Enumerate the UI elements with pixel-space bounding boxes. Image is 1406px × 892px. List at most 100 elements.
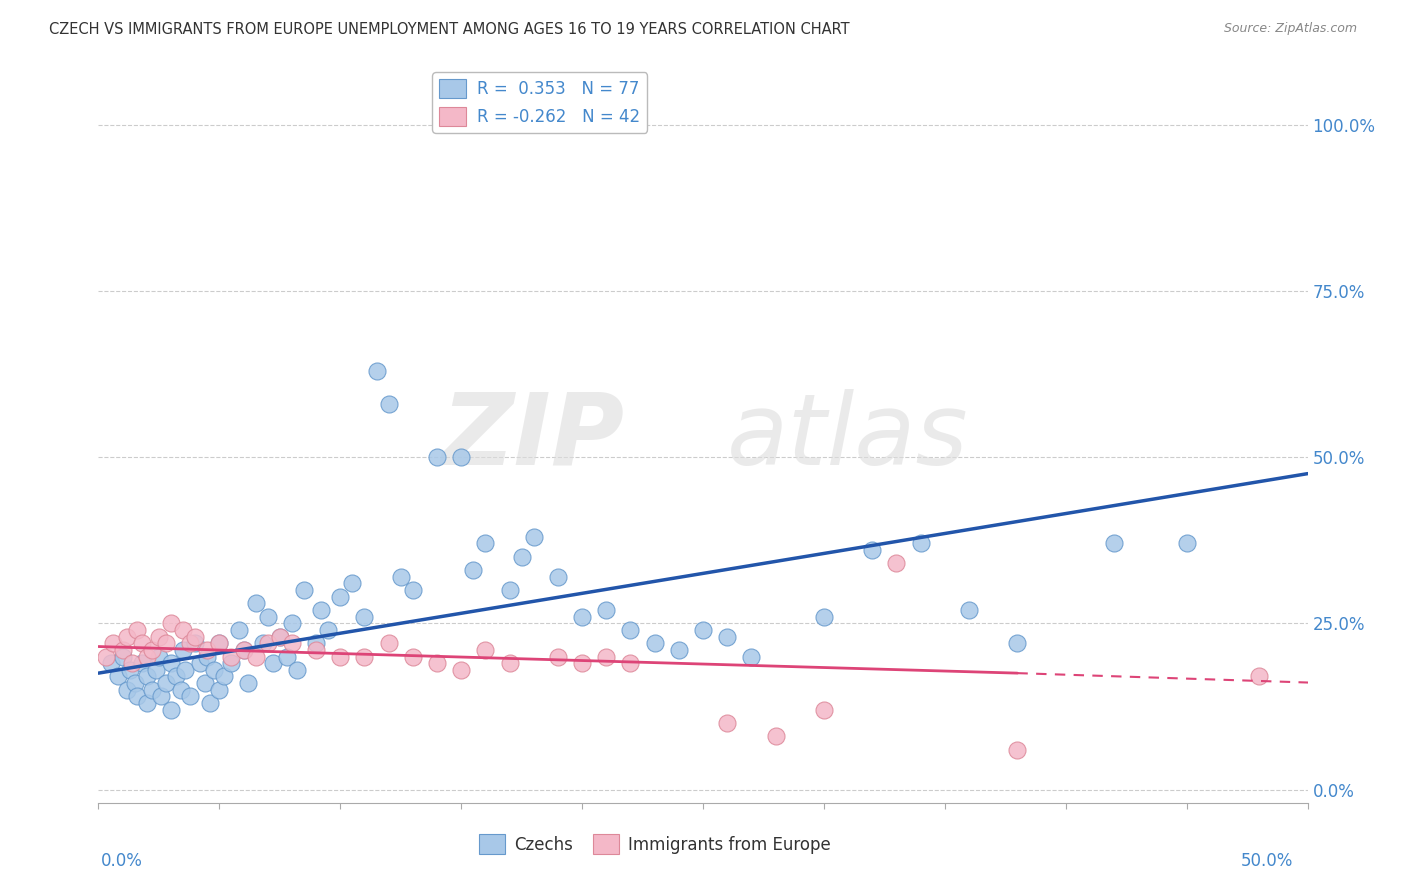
Point (184, 636, 207, 650)
Point (172, 623, 194, 637)
Point (329, 649, 352, 664)
Point (195, 643, 218, 657)
Point (474, 643, 496, 657)
Point (716, 630, 738, 644)
Point (118, 663, 141, 677)
Point (474, 536, 496, 550)
Point (269, 630, 291, 644)
Point (523, 530, 546, 544)
Point (198, 696, 221, 710)
Point (262, 656, 284, 670)
Point (155, 636, 177, 650)
Point (117, 630, 139, 644)
Point (813, 609, 835, 624)
Point (389, 570, 412, 584)
Point (252, 636, 274, 650)
Point (619, 623, 641, 637)
Point (692, 623, 714, 637)
Point (305, 636, 328, 650)
Point (256, 636, 278, 650)
Point (141, 682, 163, 697)
Point (195, 649, 218, 664)
Point (1102, 536, 1125, 550)
Point (285, 663, 308, 677)
Point (510, 549, 533, 564)
Point (1007, 636, 1029, 650)
Point (910, 536, 932, 550)
Point (165, 669, 187, 683)
Point (135, 696, 157, 710)
Point (101, 636, 124, 650)
Point (160, 616, 183, 631)
Point (117, 682, 139, 697)
Text: 0.0%: 0.0% (101, 852, 143, 870)
Point (571, 656, 593, 670)
Point (160, 703, 183, 717)
Point (179, 636, 201, 650)
Point (160, 656, 183, 670)
Point (148, 630, 170, 644)
Point (245, 596, 267, 610)
Point (238, 676, 260, 690)
Text: ZIP: ZIP (441, 389, 624, 485)
Point (107, 669, 129, 683)
Point (212, 669, 235, 683)
Text: CZECH VS IMMIGRANTS FROM EUROPE UNEMPLOYMENT AMONG AGES 16 TO 19 YEARS CORRELATI: CZECH VS IMMIGRANTS FROM EUROPE UNEMPLOY… (49, 22, 849, 37)
Point (111, 649, 134, 664)
Point (145, 663, 167, 677)
Point (547, 570, 569, 584)
Point (716, 716, 738, 731)
Point (426, 656, 449, 670)
Point (174, 663, 197, 677)
Point (813, 703, 835, 717)
Point (127, 623, 149, 637)
Point (169, 682, 191, 697)
Point (329, 590, 352, 604)
Point (957, 603, 980, 617)
Point (740, 649, 762, 664)
Point (188, 656, 211, 670)
Point (232, 643, 254, 657)
Point (450, 450, 472, 464)
Point (100, 656, 122, 670)
Point (1249, 669, 1271, 683)
Point (377, 636, 399, 650)
Text: atlas: atlas (727, 389, 969, 485)
Point (148, 649, 170, 664)
Text: Source: ZipAtlas.com: Source: ZipAtlas.com (1223, 22, 1357, 36)
Point (886, 557, 908, 571)
Point (377, 397, 399, 411)
Point (571, 609, 593, 624)
Point (547, 649, 569, 664)
Point (194, 676, 217, 690)
Point (179, 690, 201, 704)
Point (155, 676, 177, 690)
Point (184, 630, 207, 644)
Point (221, 649, 243, 664)
Point (135, 649, 157, 664)
Point (402, 582, 425, 597)
Point (281, 616, 304, 631)
Point (208, 636, 231, 650)
Legend: Czechs, Immigrants from Europe: Czechs, Immigrants from Europe (472, 828, 837, 860)
Point (644, 636, 666, 650)
Point (353, 649, 375, 664)
Point (150, 690, 173, 704)
Point (1175, 536, 1198, 550)
Point (498, 656, 520, 670)
Point (316, 623, 339, 637)
Point (269, 630, 291, 644)
Point (281, 636, 304, 650)
Point (450, 663, 472, 677)
Point (208, 682, 231, 697)
Point (121, 656, 143, 670)
Point (309, 603, 332, 617)
Point (208, 636, 231, 650)
Point (135, 669, 157, 683)
Point (668, 643, 690, 657)
Point (595, 649, 617, 664)
Point (172, 643, 194, 657)
Point (111, 643, 134, 657)
Point (141, 643, 163, 657)
Point (426, 450, 449, 464)
